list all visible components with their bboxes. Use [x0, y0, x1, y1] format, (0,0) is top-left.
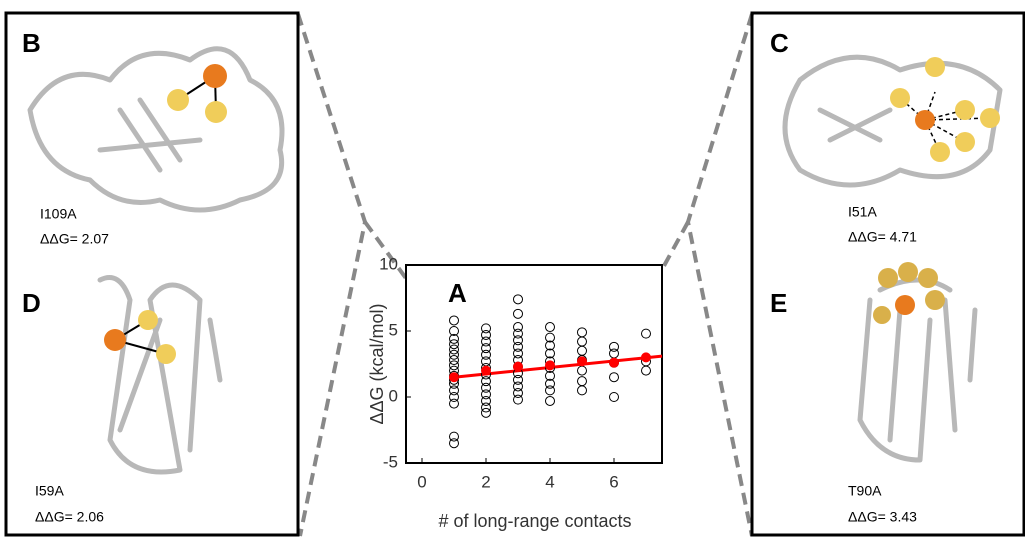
panel-label: E	[770, 288, 787, 318]
mutation: T90A	[848, 483, 882, 499]
mean-point	[514, 362, 523, 371]
panel-label: B	[22, 28, 41, 58]
panel-label: D	[22, 288, 41, 318]
connector	[298, 14, 365, 536]
mean-point	[482, 366, 491, 375]
ddg: ΔΔG= 2.06	[35, 509, 104, 525]
y-tick-label: 0	[389, 386, 398, 405]
protein-b	[30, 49, 282, 210]
x-tick-label: 6	[609, 472, 618, 491]
mutation: I51A	[848, 204, 877, 220]
plot-frame	[406, 265, 662, 463]
mean-point	[642, 353, 651, 362]
ddg: ΔΔG= 4.71	[848, 229, 917, 245]
y-tick-label: 5	[389, 320, 398, 339]
connector	[688, 14, 752, 536]
y-tick-label: 10	[379, 254, 398, 273]
mutation: I109A	[40, 206, 77, 222]
panel-box	[6, 13, 298, 535]
figure: B I109A ΔΔG= 2.07 D I59A ΔΔG= 2.06 C I51…	[0, 0, 1025, 538]
x-tick-label: 4	[545, 472, 554, 491]
mean-point	[450, 373, 459, 382]
panel-label: A	[448, 278, 467, 308]
y-axis-label: ΔΔG (kcal/mol)	[367, 303, 387, 424]
x-tick-label: 2	[481, 472, 490, 491]
mutation: I59A	[35, 483, 64, 499]
panel-label: C	[770, 28, 789, 58]
y-tick-label: -5	[383, 452, 398, 471]
mean-point	[578, 357, 587, 366]
protein-d	[100, 278, 220, 473]
ddg: ΔΔG= 3.43	[848, 509, 917, 525]
protein-e	[860, 262, 975, 460]
x-tick-label: 0	[417, 472, 426, 491]
protein-c	[785, 57, 1000, 185]
mean-point	[546, 361, 555, 370]
x-axis-label: # of long-range contacts	[438, 511, 631, 531]
ddg: ΔΔG= 2.07	[40, 231, 109, 247]
mean-point	[610, 358, 619, 367]
